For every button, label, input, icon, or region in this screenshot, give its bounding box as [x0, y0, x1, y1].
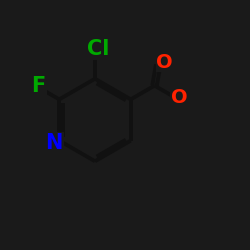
- Text: O: O: [171, 88, 188, 107]
- Text: F: F: [32, 76, 46, 96]
- Text: Cl: Cl: [87, 39, 109, 59]
- Text: O: O: [156, 53, 173, 72]
- Text: N: N: [45, 132, 62, 152]
